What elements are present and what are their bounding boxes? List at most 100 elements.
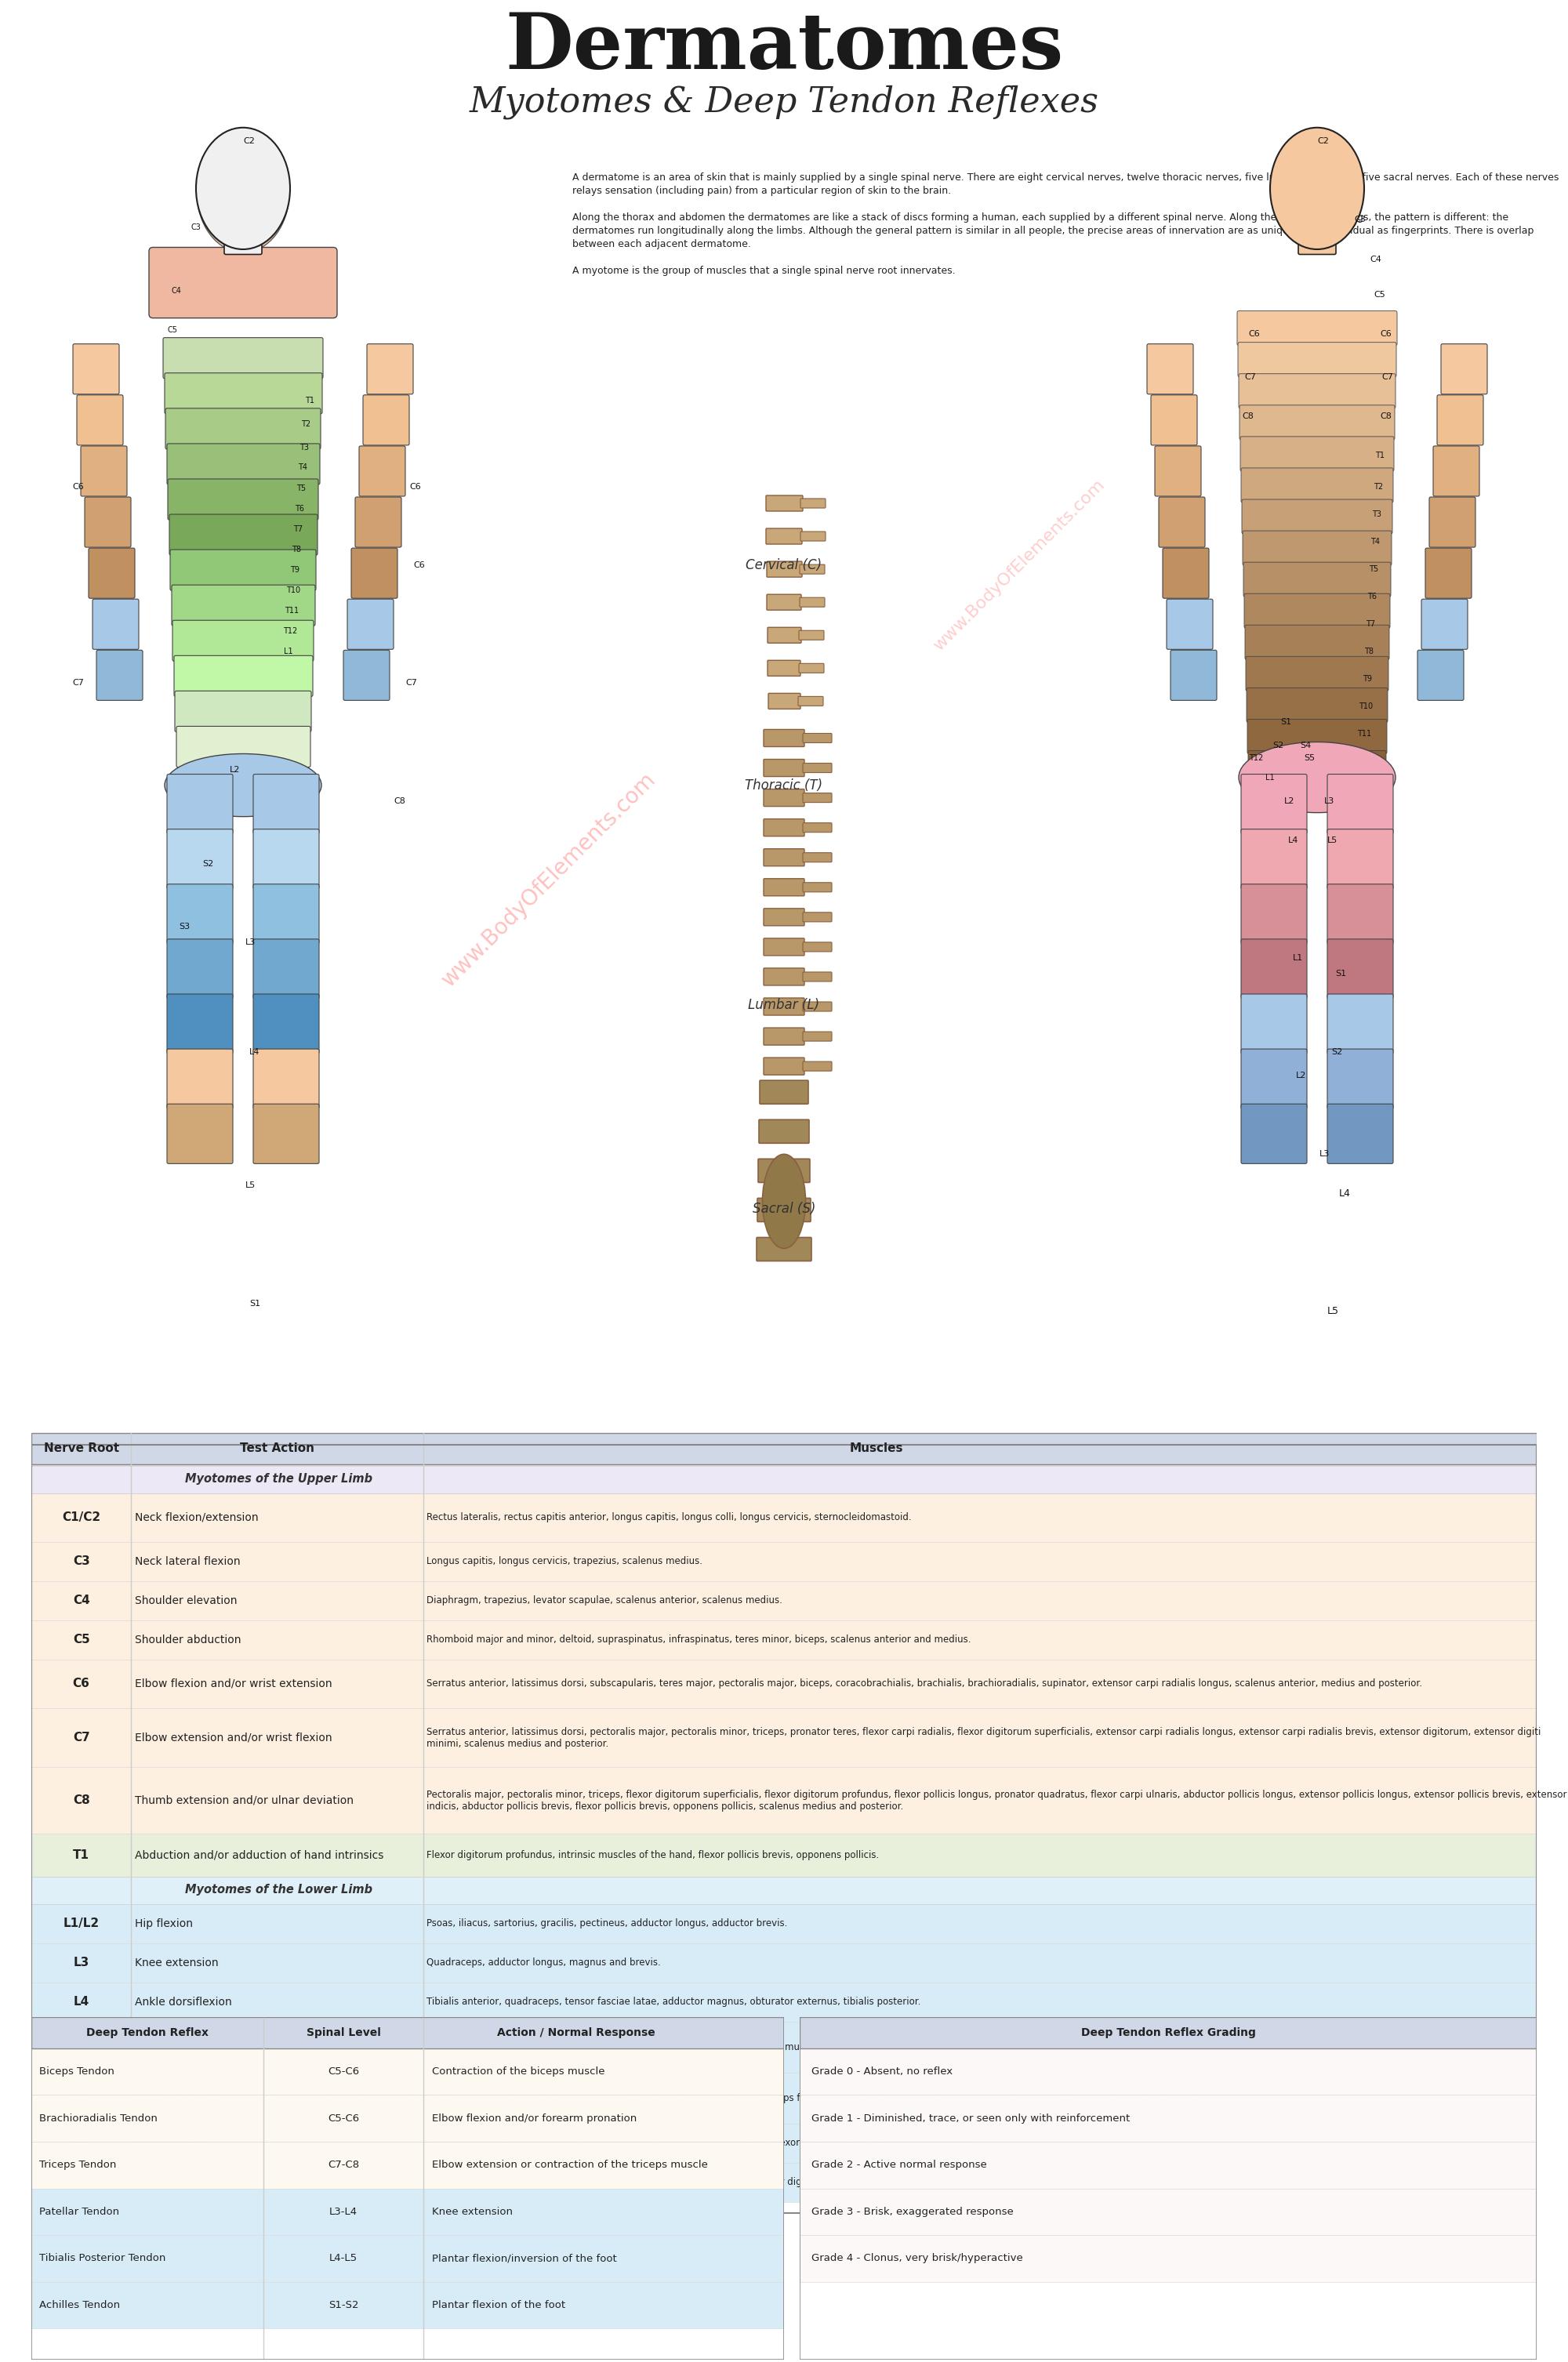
FancyBboxPatch shape xyxy=(767,595,801,609)
Text: Deep Tendon Reflex Grading: Deep Tendon Reflex Grading xyxy=(1080,2027,1256,2038)
FancyBboxPatch shape xyxy=(176,692,310,732)
FancyBboxPatch shape xyxy=(254,1103,320,1164)
Text: Abduction and/or adduction of hand intrinsics: Abduction and/or adduction of hand intri… xyxy=(135,1849,384,1861)
Text: L5: L5 xyxy=(1328,836,1338,843)
Text: T7: T7 xyxy=(1366,621,1375,628)
Text: Knee flexion: Knee flexion xyxy=(135,2138,202,2149)
FancyBboxPatch shape xyxy=(168,479,318,520)
Text: Biceps Tendon: Biceps Tendon xyxy=(39,2067,114,2076)
FancyBboxPatch shape xyxy=(166,994,232,1053)
Text: Intrinsic foot muscles, flexor hallucis brevis, flexor digitorum brevis, extenso: Intrinsic foot muscles, flexor hallucis … xyxy=(426,2178,867,2187)
FancyBboxPatch shape xyxy=(166,883,232,945)
Text: Neck flexion/extension: Neck flexion/extension xyxy=(135,1512,259,1523)
FancyBboxPatch shape xyxy=(1242,883,1308,945)
Text: C6: C6 xyxy=(1380,331,1392,338)
FancyBboxPatch shape xyxy=(1421,600,1468,650)
Text: Ankle dorsiflexion: Ankle dorsiflexion xyxy=(135,1996,232,2008)
Text: C6: C6 xyxy=(409,482,422,491)
FancyBboxPatch shape xyxy=(97,650,143,702)
Bar xyxy=(31,2164,1537,2201)
Text: C2: C2 xyxy=(1317,137,1330,144)
FancyBboxPatch shape xyxy=(1237,312,1397,345)
Bar xyxy=(31,1542,1537,1580)
Text: www.BodyOfElements.com: www.BodyOfElements.com xyxy=(437,768,660,990)
FancyBboxPatch shape xyxy=(764,879,804,895)
Text: T3: T3 xyxy=(1372,510,1381,517)
FancyBboxPatch shape xyxy=(93,600,138,650)
Text: Patellar Tendon: Patellar Tendon xyxy=(39,2206,119,2218)
Bar xyxy=(800,2234,1537,2282)
FancyBboxPatch shape xyxy=(759,1079,809,1103)
Bar xyxy=(800,2142,1537,2187)
Text: T10: T10 xyxy=(285,586,301,595)
Text: C5: C5 xyxy=(72,1635,89,1646)
Text: L3-L4: L3-L4 xyxy=(329,2206,358,2218)
Text: L5: L5 xyxy=(1327,1306,1339,1316)
FancyBboxPatch shape xyxy=(1327,775,1394,834)
FancyBboxPatch shape xyxy=(367,345,414,394)
Bar xyxy=(31,1982,1537,2022)
Text: Thoracic (T): Thoracic (T) xyxy=(745,777,823,791)
Text: Grade 4 - Clonus, very brisk/hyperactive: Grade 4 - Clonus, very brisk/hyperactive xyxy=(812,2253,1024,2263)
FancyBboxPatch shape xyxy=(1247,687,1388,723)
Text: T1: T1 xyxy=(1375,451,1385,458)
Text: C8: C8 xyxy=(1380,413,1392,420)
Text: T11: T11 xyxy=(1356,730,1372,737)
FancyBboxPatch shape xyxy=(88,548,135,598)
FancyBboxPatch shape xyxy=(166,1103,232,1164)
FancyBboxPatch shape xyxy=(1245,657,1389,692)
Text: T2: T2 xyxy=(1374,482,1383,491)
FancyBboxPatch shape xyxy=(764,789,804,805)
FancyBboxPatch shape xyxy=(765,496,803,510)
FancyBboxPatch shape xyxy=(1248,751,1386,784)
Text: L2: L2 xyxy=(1284,796,1295,805)
Text: www.BodyOfElements.com: www.BodyOfElements.com xyxy=(931,477,1107,654)
Text: Elbow extension or contraction of the triceps muscle: Elbow extension or contraction of the tr… xyxy=(431,2159,707,2171)
Text: S1: S1 xyxy=(1334,971,1347,978)
Text: Sacral (S): Sacral (S) xyxy=(753,1202,815,1216)
Text: C7: C7 xyxy=(72,680,85,687)
FancyBboxPatch shape xyxy=(764,1058,804,1075)
FancyBboxPatch shape xyxy=(764,938,804,957)
Bar xyxy=(31,1878,1537,1904)
Text: T9: T9 xyxy=(1363,676,1372,683)
FancyBboxPatch shape xyxy=(1441,345,1486,394)
FancyBboxPatch shape xyxy=(1159,496,1204,548)
Text: Shoulder abduction: Shoulder abduction xyxy=(135,1635,241,1646)
Text: S4: S4 xyxy=(1300,742,1311,749)
Text: Serratus anterior, latissimus dorsi, subscapularis, teres major, pectoralis majo: Serratus anterior, latissimus dorsi, sub… xyxy=(426,1679,1422,1689)
Text: Cervical (C): Cervical (C) xyxy=(746,557,822,572)
FancyBboxPatch shape xyxy=(85,496,132,548)
Bar xyxy=(31,2234,784,2282)
FancyBboxPatch shape xyxy=(1425,548,1471,598)
Text: Brachioradialis Tendon: Brachioradialis Tendon xyxy=(39,2114,158,2123)
FancyBboxPatch shape xyxy=(1436,394,1483,444)
Text: Spinal Level: Spinal Level xyxy=(306,2027,381,2038)
Text: Rectus lateralis, rectus capitis anterior, longus capitis, longus colli, longus : Rectus lateralis, rectus capitis anterio… xyxy=(426,1512,913,1523)
Text: Plantar flexion/inversion of the foot: Plantar flexion/inversion of the foot xyxy=(431,2253,616,2263)
FancyBboxPatch shape xyxy=(764,820,804,836)
Text: L3: L3 xyxy=(246,938,256,947)
FancyBboxPatch shape xyxy=(803,942,831,952)
Text: Pectoralis major, pectoralis minor, triceps, flexor digitorum superficialis, fle: Pectoralis major, pectoralis minor, tric… xyxy=(426,1790,1566,1812)
Text: Grade 3 - Brisk, exaggerated response: Grade 3 - Brisk, exaggerated response xyxy=(812,2206,1014,2218)
Text: Flexor digitorum profundus, intrinsic muscles of the hand, flexor pollicis brevi: Flexor digitorum profundus, intrinsic mu… xyxy=(426,1849,880,1861)
FancyBboxPatch shape xyxy=(803,1032,831,1042)
Text: Triceps Tendon: Triceps Tendon xyxy=(39,2159,116,2171)
FancyBboxPatch shape xyxy=(72,345,119,394)
FancyBboxPatch shape xyxy=(803,732,831,742)
FancyBboxPatch shape xyxy=(348,600,394,650)
FancyBboxPatch shape xyxy=(1240,437,1394,470)
Text: T11: T11 xyxy=(284,607,299,614)
Ellipse shape xyxy=(198,132,289,253)
Text: L4: L4 xyxy=(74,1996,89,2008)
Text: L1: L1 xyxy=(1265,772,1275,782)
FancyBboxPatch shape xyxy=(165,373,323,413)
Text: Ankle plantar flexion and eversion, hip extension, knee flexion: Ankle plantar flexion and eversion, hip … xyxy=(135,2093,475,2105)
Text: T2: T2 xyxy=(301,420,310,428)
FancyBboxPatch shape xyxy=(759,1160,809,1183)
Text: C6: C6 xyxy=(1248,331,1261,338)
Bar xyxy=(31,2017,784,2048)
FancyBboxPatch shape xyxy=(764,1027,804,1044)
Text: Action / Normal Response: Action / Normal Response xyxy=(497,2027,655,2038)
